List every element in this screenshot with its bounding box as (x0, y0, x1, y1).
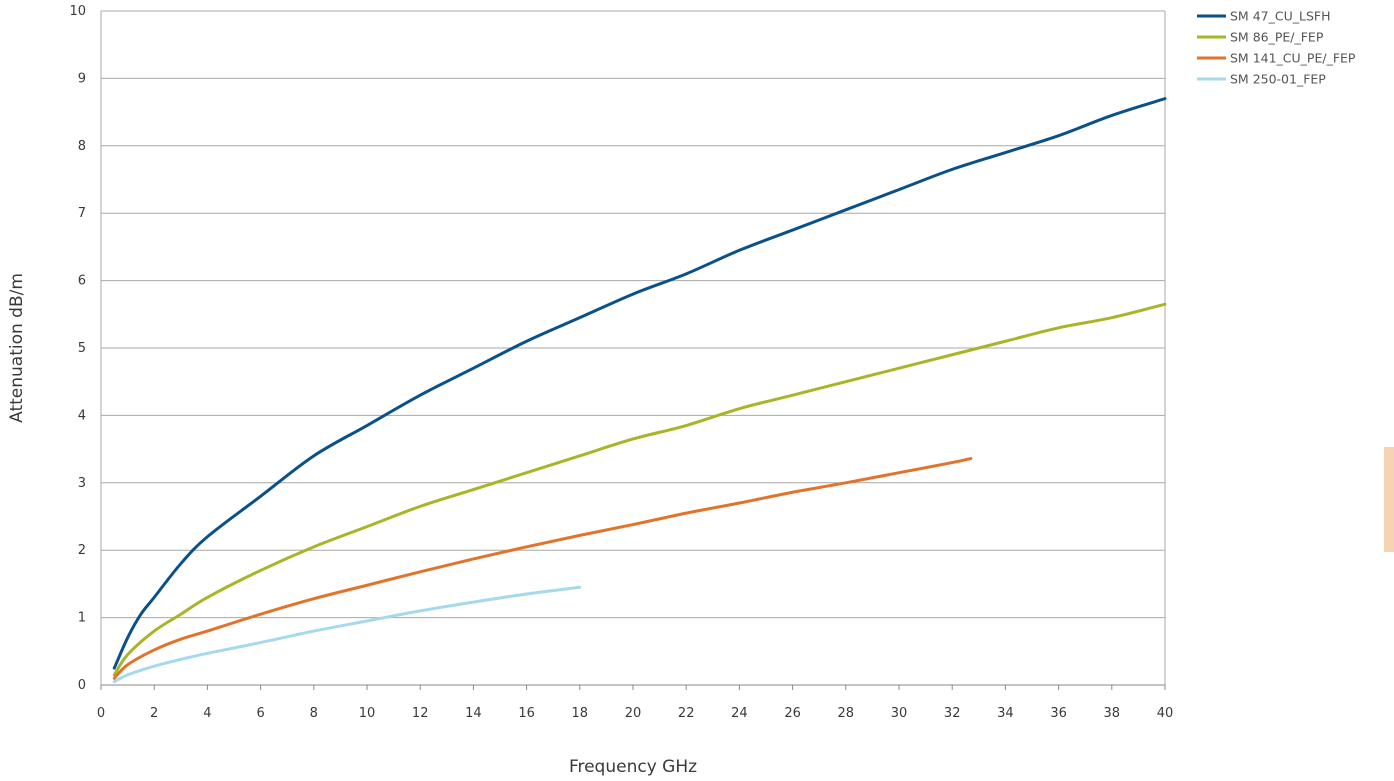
x-tick-label: 0 (97, 706, 105, 721)
legend-item: SM 141_CU_PE/_FEP (1197, 51, 1356, 66)
series-line-0 (112, 97, 1167, 670)
legend-item: SM 86_PE/_FEP (1197, 30, 1324, 45)
y-tick-label: 3 (78, 476, 86, 491)
x-tick-label: 32 (944, 706, 961, 721)
gridlines (101, 10, 1165, 686)
x-tick-label: 8 (310, 706, 318, 721)
x-tick-label: 24 (731, 706, 748, 721)
y-tick-label: 0 (78, 678, 86, 693)
legend-label: SM 250-01_FEP (1230, 72, 1326, 87)
y-tick-label: 8 (78, 139, 86, 154)
series-line-2 (112, 457, 973, 680)
x-axis-title: Frequency GHz (569, 757, 697, 777)
legend-label: SM 86_PE/_FEP (1230, 30, 1324, 45)
legend-label: SM 47_CU_LSFH (1230, 9, 1330, 24)
legend-item: SM 47_CU_LSFH (1197, 9, 1330, 24)
x-tick-label: 4 (203, 706, 211, 721)
x-tick-label: 18 (572, 706, 589, 721)
x-tick-label: 28 (838, 706, 855, 721)
series-line-1 (112, 302, 1167, 677)
x-tick-label: 22 (678, 706, 695, 721)
legend: SM 47_CU_LSFH SM 86_PE/_FEP SM 141_CU_PE/_… (1197, 9, 1356, 87)
y-tick-label: 10 (69, 4, 86, 19)
legend-item: SM 250-01_FEP (1197, 72, 1326, 87)
y-tick-label: 2 (78, 543, 86, 558)
y-tick-label: 7 (78, 206, 86, 221)
legend-label: SM 141_CU_PE/_FEP (1230, 51, 1356, 66)
x-tick-label: 30 (891, 706, 908, 721)
x-tick-label: 40 (1157, 706, 1174, 721)
axes (100, 11, 1166, 690)
y-tick-label: 6 (78, 274, 86, 289)
side-tab-decoration (1384, 447, 1394, 552)
x-tick-label: 26 (784, 706, 801, 721)
x-tick-label: 16 (518, 706, 535, 721)
x-tick-label: 36 (1050, 706, 1067, 721)
y-tick-label: 9 (78, 71, 86, 86)
series-line-3 (112, 585, 582, 684)
x-tick-label: 2 (150, 706, 158, 721)
y-axis-title: Attenuation dB/m (7, 273, 27, 423)
y-tick-label: 4 (78, 408, 86, 423)
x-tick-label: 38 (1104, 706, 1121, 721)
y-tick-label: 5 (78, 341, 86, 356)
y-tick-label: 1 (78, 611, 86, 626)
x-tick-label: 10 (359, 706, 376, 721)
x-tick-label: 20 (625, 706, 642, 721)
x-tick-label: 12 (412, 706, 429, 721)
x-tick-label: 34 (997, 706, 1014, 721)
x-tick-label: 6 (256, 706, 264, 721)
x-tick-label: 14 (465, 706, 482, 721)
series-lines (112, 97, 1167, 684)
